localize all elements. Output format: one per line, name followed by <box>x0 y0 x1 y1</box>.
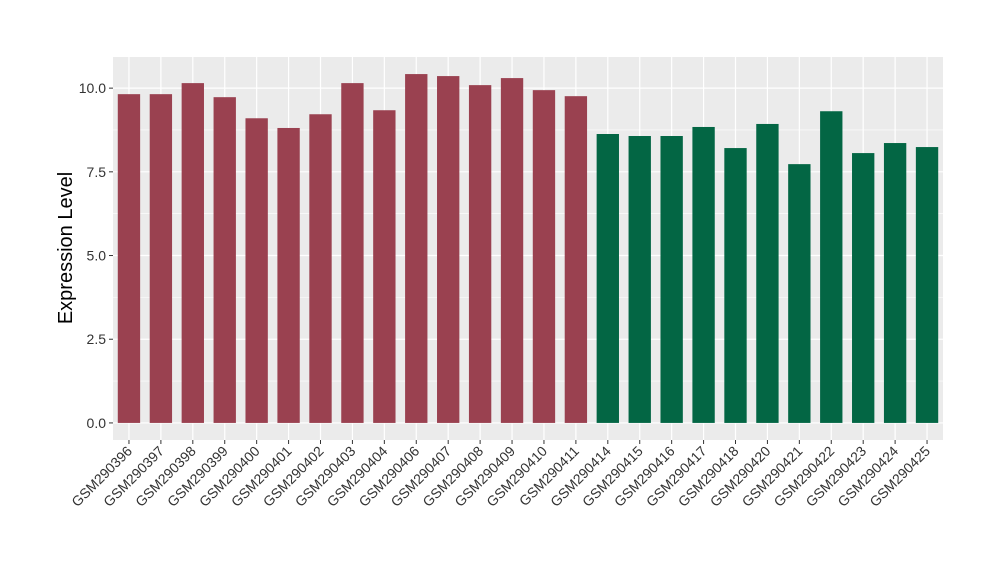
bar-GSM290398 <box>181 83 204 423</box>
bar-GSM290407 <box>437 76 460 423</box>
bar-GSM290399 <box>213 97 236 423</box>
y-axis-label: Expression Level <box>55 172 77 324</box>
y-tick-label: 10.0 <box>79 80 106 96</box>
bar-GSM290414 <box>596 134 619 423</box>
bar-GSM290424 <box>883 143 907 423</box>
y-tick-label: 0.0 <box>87 415 107 431</box>
bar-GSM290416 <box>660 136 683 423</box>
bar-GSM290403 <box>341 83 364 423</box>
bar-GSM290408 <box>468 85 492 423</box>
y-tick-label: 2.5 <box>87 331 107 347</box>
y-tick-label: 7.5 <box>87 164 107 180</box>
bar-GSM290397 <box>149 94 173 423</box>
bar-GSM290404 <box>373 110 396 423</box>
bar-GSM290418 <box>724 148 747 423</box>
bar-GSM290400 <box>245 118 268 423</box>
bar-GSM290410 <box>532 90 556 423</box>
bar-GSM290401 <box>277 127 300 423</box>
bar-GSM290420 <box>756 123 779 423</box>
plot-panel <box>113 57 943 440</box>
bar-GSM290415 <box>628 136 651 423</box>
bar-GSM290396 <box>117 94 141 423</box>
bar-GSM290406 <box>405 74 428 423</box>
bar-GSM290411 <box>564 96 588 423</box>
bar-GSM290409 <box>500 78 524 423</box>
y-tick-label: 5.0 <box>87 248 107 264</box>
bar-GSM290421 <box>788 164 811 423</box>
bar-GSM290423 <box>852 153 875 423</box>
bar-GSM290417 <box>692 126 715 423</box>
bar-GSM290402 <box>309 114 332 423</box>
bar-GSM290425 <box>915 147 939 423</box>
bar-GSM290422 <box>820 111 843 423</box>
